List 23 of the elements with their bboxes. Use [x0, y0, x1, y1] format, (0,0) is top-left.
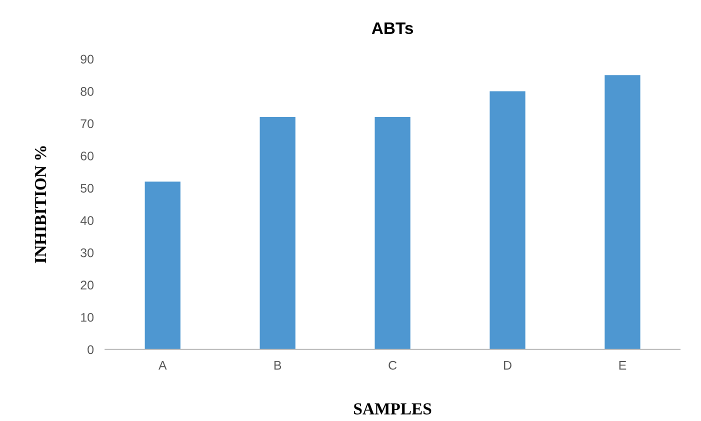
y-tick-label: 70 [80, 119, 94, 128]
x-tick-label: B [274, 361, 282, 370]
bar [490, 91, 526, 350]
bar [260, 117, 296, 350]
y-tick-label: 80 [80, 87, 94, 96]
x-axis-title: SAMPLES [354, 403, 432, 414]
bar [604, 75, 640, 350]
x-tick-label: C [388, 360, 397, 370]
y-tick-label: 40 [80, 216, 94, 225]
x-tick-label: E [619, 361, 626, 370]
y-tick-label: 90 [80, 54, 94, 64]
y-tick-label: 30 [80, 248, 94, 258]
y-axis-title: INHIBITION % [34, 146, 46, 264]
y-tick-label: 50 [80, 184, 94, 193]
y-tick-label: 0 [88, 345, 94, 354]
bar [374, 117, 410, 350]
chart-title: ABTs [372, 22, 414, 34]
y-tick-label: 60 [80, 152, 94, 160]
y-tick-label: 10 [81, 312, 94, 322]
x-tick-label: A [158, 361, 167, 370]
y-tick-label: 20 [80, 280, 94, 290]
x-tick-label: D [504, 361, 512, 370]
bar [144, 182, 180, 350]
